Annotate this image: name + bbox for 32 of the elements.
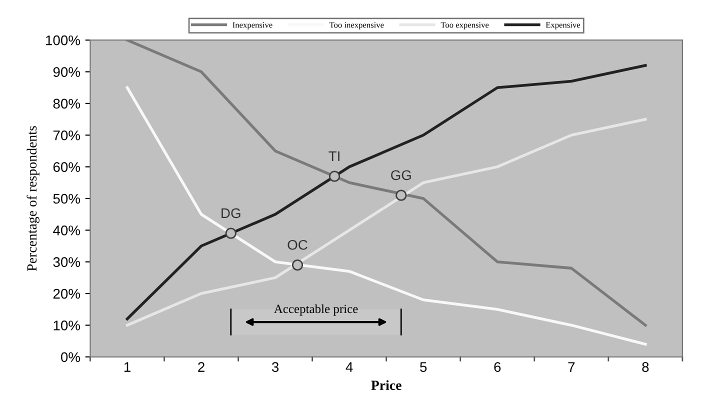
y-tick-label: 20% [53,288,80,299]
y-tick-label: 30% [53,257,80,268]
legend-label: Inexpensive [232,22,272,30]
y-tick-label: 100% [46,35,80,46]
legend-label: Too inexpensive [329,22,384,30]
line-series [126,118,647,327]
annotation: DG [222,208,240,218]
band-label: Acceptable price [274,304,358,316]
x-tick-label: 7 [568,362,575,372]
x-tick-label: 4 [346,362,353,372]
y-tick-label: 60% [53,162,80,172]
annotation: TI [328,151,340,161]
annotation: GG [391,170,411,180]
y-tick-label: 40% [53,226,80,236]
x-tick-label: 8 [642,362,649,372]
y-axis-title: Percentage of respondents [26,126,40,271]
x-tick-label: 6 [494,362,501,372]
annotation: OC [288,240,308,250]
legend-label: Too expensive [440,22,489,30]
x-axis-title: Price [371,380,402,390]
line-series [126,86,647,346]
x-tick-label: 1 [124,362,130,372]
legend-label: Expensive [546,22,580,30]
y-tick-label: 90% [53,67,80,77]
y-tick-label: 10% [54,320,80,330]
x-tick-label: 3 [272,362,279,372]
y-tick-label: 50% [53,194,80,204]
y-tick-label: 0% [60,352,80,362]
x-tick-label: 2 [198,362,204,372]
y-tick-label: 80% [53,98,80,109]
x-tick-label: 5 [420,362,427,372]
y-tick-label: 70% [53,130,80,140]
